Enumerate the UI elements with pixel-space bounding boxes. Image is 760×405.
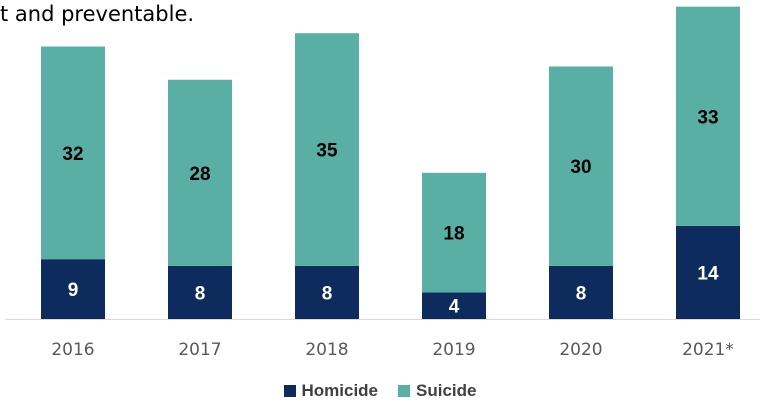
x-tick-label-2020: 2020	[559, 340, 602, 360]
data-label-homicide-2019: 4	[449, 297, 460, 318]
x-tick-label-2016: 2016	[51, 340, 94, 360]
data-label-suicide-2020: 30	[570, 157, 591, 178]
data-label-suicide-2016: 32	[62, 144, 83, 165]
bar-homicide-2019	[422, 292, 486, 319]
data-label-suicide-2019: 18	[443, 224, 464, 245]
data-label-suicide-2017: 28	[189, 164, 210, 185]
bar-suicide-2021	[676, 6, 740, 226]
data-label-suicide-2018: 35	[316, 141, 338, 162]
bar-suicide-2018	[295, 33, 359, 266]
legend-swatch-suicide	[398, 385, 411, 397]
legend-item-homicide: Homicide	[283, 381, 379, 401]
bar-homicide-2021	[676, 225, 740, 319]
legend-label-suicide: Suicide	[416, 381, 477, 400]
data-label-homicide-2018: 8	[322, 283, 333, 304]
legend-swatch-homicide	[283, 385, 296, 397]
x-tick-label-2017: 2017	[178, 340, 221, 360]
data-label-homicide-2016: 9	[68, 280, 79, 301]
legend-label-homicide: Homicide	[301, 381, 379, 400]
data-label-homicide-2020: 8	[576, 283, 587, 304]
data-label-suicide-2021: 33	[697, 107, 718, 128]
bar-suicide-2016	[41, 46, 105, 260]
bar-homicide-2016	[41, 259, 105, 319]
header-text: t and preventable.	[0, 2, 195, 26]
x-tick-label-2021: 2021*	[682, 340, 734, 360]
bars-group: 9 32 8 28 8 35 4 18 8 30 14 33	[41, 6, 740, 319]
legend: Homicide Suicide	[0, 381, 760, 401]
data-label-homicide-2021: 14	[697, 263, 719, 284]
bar-homicide-2017	[168, 265, 232, 319]
legend-item-suicide: Suicide	[398, 381, 477, 401]
bar-homicide-2018	[295, 265, 359, 319]
bar-suicide-2020	[549, 66, 613, 266]
bar-suicide-2017	[168, 79, 232, 266]
data-label-homicide-2017: 8	[195, 283, 206, 304]
x-tick-labels: 2016 2017 2018 2019 2020 2021*	[51, 340, 734, 360]
x-tick-label-2018: 2018	[305, 340, 348, 360]
bar-homicide-2020	[549, 265, 613, 319]
bar-suicide-2019	[422, 172, 486, 293]
x-tick-label-2019: 2019	[432, 340, 475, 360]
